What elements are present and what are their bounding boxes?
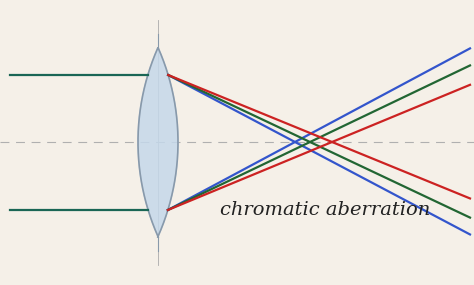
Polygon shape (138, 48, 178, 237)
Text: chromatic aberration: chromatic aberration (220, 201, 430, 219)
